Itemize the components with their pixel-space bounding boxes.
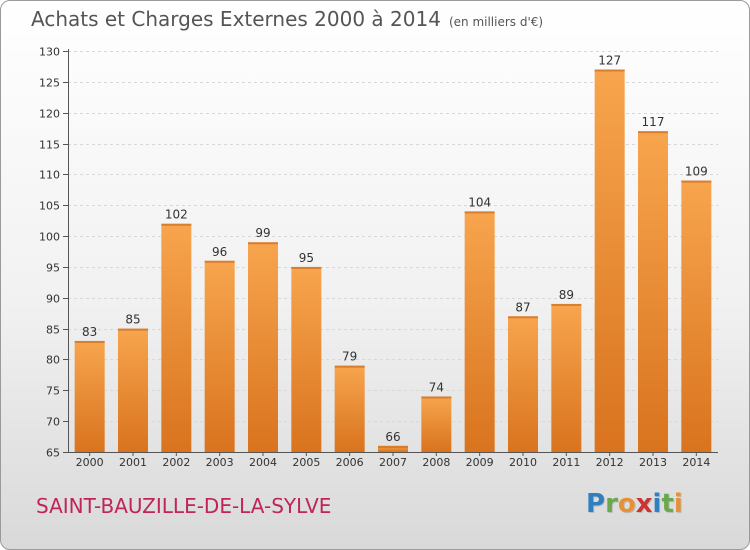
value-label-2013: 117 <box>642 115 665 129</box>
y-tick-label: 85 <box>46 324 60 337</box>
commune-name: SAINT-BAUZILLE-DE-LA-SYLVE <box>36 494 332 518</box>
x-tick-label-2007: 2007 <box>379 456 407 469</box>
y-tick-label: 70 <box>46 416 60 429</box>
bar-top-edge <box>378 445 408 448</box>
bar-2000 <box>74 340 105 452</box>
chart-title: Achats et Charges Externes 2000 à 2014 (e… <box>31 7 543 31</box>
y-tick-label: 80 <box>46 354 60 367</box>
value-label-2014: 109 <box>685 165 708 179</box>
bar-top-edge <box>464 211 495 214</box>
y-tick-label: 90 <box>46 293 60 306</box>
x-tick-label-2002: 2002 <box>162 456 190 469</box>
value-label-2005: 95 <box>299 251 314 265</box>
logo-letter: i <box>652 489 662 519</box>
x-tick-label-2005: 2005 <box>292 456 320 469</box>
value-labels: 83 85 102 96 99 95 79 66 74 104 87 89 127 117 109 <box>82 54 708 444</box>
bar-2010 <box>508 316 538 452</box>
bar-top-edge <box>248 242 278 245</box>
y-tick-label: 95 <box>46 262 60 275</box>
value-label-2007: 66 <box>385 430 400 444</box>
value-label-2004: 99 <box>255 226 270 240</box>
bar-2001 <box>118 328 148 452</box>
value-label-2003: 96 <box>212 245 227 259</box>
bar-2003 <box>204 260 235 452</box>
x-tick-label-2012: 2012 <box>596 456 624 469</box>
bar-top-edge <box>594 69 625 72</box>
value-label-2011: 89 <box>559 288 574 302</box>
x-tick-label-2009: 2009 <box>466 456 494 469</box>
x-tick-label-2003: 2003 <box>206 456 234 469</box>
bar-top-edge <box>551 303 582 306</box>
y-tick-label: 105 <box>39 200 60 213</box>
value-label-2006: 79 <box>342 350 357 364</box>
bar-2002 <box>161 223 192 452</box>
axes: 65 70 75 80 85 90 95 100 105 110 115 120 125 130 2000 2… <box>39 46 718 469</box>
x-tick-label-2011: 2011 <box>552 456 580 469</box>
y-tick-label: 130 <box>39 46 60 59</box>
bar-top-edge <box>638 131 668 134</box>
x-tick-label-2010: 2010 <box>509 456 537 469</box>
y-tick-label: 110 <box>39 169 60 182</box>
bar-2004 <box>248 242 278 452</box>
logo-letter: P <box>586 489 606 519</box>
bar-2013 <box>638 131 668 452</box>
bar-top-edge <box>334 365 365 368</box>
bar-2011 <box>551 303 582 452</box>
x-tick-label-2014: 2014 <box>682 456 710 469</box>
logo-letter: r <box>605 489 618 519</box>
chart-title-text: Achats et Charges Externes 2000 à 2014 <box>31 7 441 31</box>
bar-top-edge <box>204 260 235 263</box>
proxiti-logo: Proxiti <box>586 489 683 519</box>
bar-2008 <box>421 396 452 452</box>
bar-top-edge <box>681 180 712 183</box>
bar-2005 <box>291 266 322 452</box>
bar-2007 <box>378 445 408 452</box>
y-tick-label: 115 <box>39 139 60 152</box>
value-label-2002: 102 <box>165 208 188 222</box>
bar-top-edge <box>161 223 192 226</box>
value-label-2001: 85 <box>125 313 140 327</box>
logo-letter: x <box>635 489 653 519</box>
x-tick-label-2008: 2008 <box>422 456 450 469</box>
bars <box>74 69 712 453</box>
logo-letter: i <box>673 489 683 519</box>
value-label-2012: 127 <box>598 54 621 68</box>
value-label-2008: 74 <box>429 380 444 394</box>
x-tick-label-2004: 2004 <box>249 456 277 469</box>
bar-top-edge <box>508 316 538 319</box>
y-tick-label: 100 <box>39 231 60 244</box>
bar-top-edge <box>421 396 452 399</box>
chart-subtitle: (en milliers d'€) <box>448 15 544 29</box>
bar-2009 <box>464 211 495 452</box>
bar-top-edge <box>291 266 322 269</box>
bar-top-edge <box>118 328 148 331</box>
bar-top-edge <box>74 340 105 343</box>
x-tick-label-2001: 2001 <box>119 456 147 469</box>
y-tick-label: 65 <box>46 447 60 460</box>
value-label-2000: 83 <box>82 325 97 339</box>
bar-2006 <box>334 365 365 452</box>
bar-2014 <box>681 180 712 453</box>
logo-letter: o <box>617 489 636 519</box>
value-label-2009: 104 <box>468 195 491 209</box>
bar-2012 <box>594 69 625 452</box>
x-tick-label-2006: 2006 <box>336 456 364 469</box>
y-tick-label: 75 <box>46 385 60 398</box>
y-tick-label: 125 <box>39 77 60 90</box>
logo-letter: t <box>661 489 674 519</box>
value-label-2010: 87 <box>515 300 530 314</box>
y-tick-label: 120 <box>39 108 60 121</box>
x-tick-label-2000: 2000 <box>76 456 104 469</box>
x-tick-label-2013: 2013 <box>639 456 667 469</box>
